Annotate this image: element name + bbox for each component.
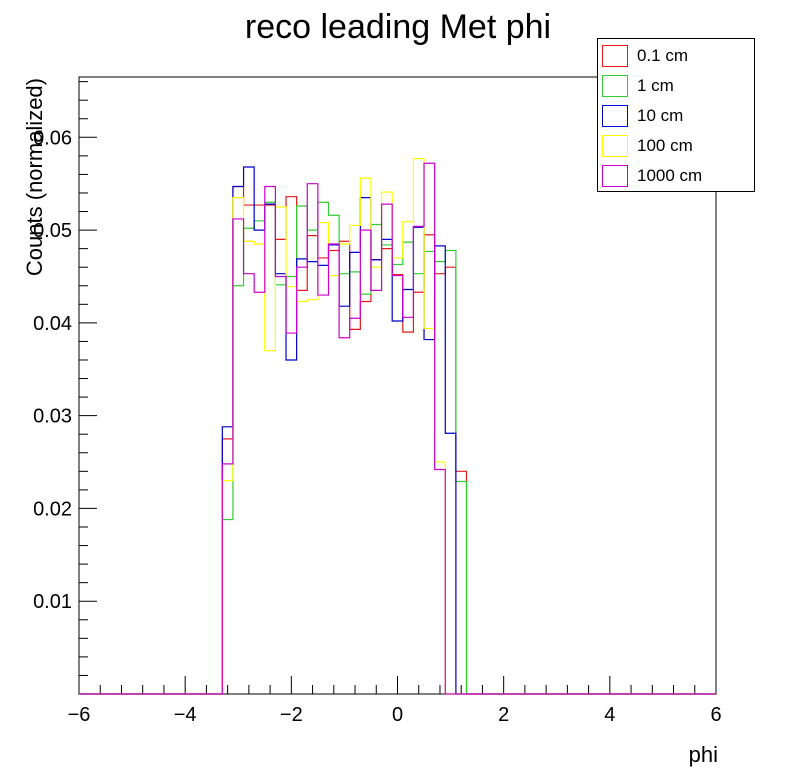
histogram-series-1000cm	[79, 162, 716, 695]
y-tick-label: 0.06	[33, 127, 72, 149]
y-axis-label: Counts (normalized)	[22, 78, 47, 277]
y-tick-label: 0.05	[33, 220, 72, 242]
histogram-series-100cm	[79, 158, 716, 695]
x-tick-label: 6	[710, 704, 721, 726]
y-tick-label: 0.02	[33, 498, 72, 520]
chart-title: reco leading Met phi	[244, 8, 552, 46]
x-tick-label: 0	[392, 704, 403, 726]
legend-label: 1 cm	[637, 76, 674, 95]
histogram-series-10cm	[79, 166, 716, 695]
histogram-series-1cm	[79, 201, 716, 695]
legend-swatch	[602, 165, 628, 187]
legend-label: 100 cm	[637, 136, 693, 155]
legend: 0.1 cm 1 cm 10 cm 100 cm 1000 cm	[597, 38, 755, 192]
legend-label: 1000 cm	[637, 166, 703, 185]
x-tick-label: −6	[68, 704, 91, 726]
legend-swatch	[602, 75, 628, 97]
x-tick-label: 2	[498, 704, 509, 726]
legend-item-1cm: 1 cm	[602, 73, 674, 99]
legend-item-0.1cm: 0.1 cm	[602, 43, 688, 69]
legend-item-100cm: 100 cm	[602, 133, 693, 159]
legend-swatch	[602, 105, 628, 127]
histogram-series-0.1cm	[79, 185, 716, 695]
y-tick-label: 0.04	[33, 313, 72, 335]
y-tick-label: 0.03	[33, 406, 72, 428]
x-tick-label: 4	[604, 704, 615, 726]
x-tick-label: −2	[280, 704, 303, 726]
legend-item-10cm: 10 cm	[602, 103, 683, 129]
legend-swatch	[602, 45, 628, 67]
legend-label: 10 cm	[637, 106, 684, 125]
legend-item-1000cm: 1000 cm	[602, 163, 702, 189]
y-tick-label: 0.01	[33, 591, 72, 613]
x-tick-label: −4	[174, 704, 197, 726]
legend-label: 0.1 cm	[637, 46, 689, 65]
legend-swatch	[602, 135, 628, 157]
x-axis-label: phi	[688, 742, 718, 767]
